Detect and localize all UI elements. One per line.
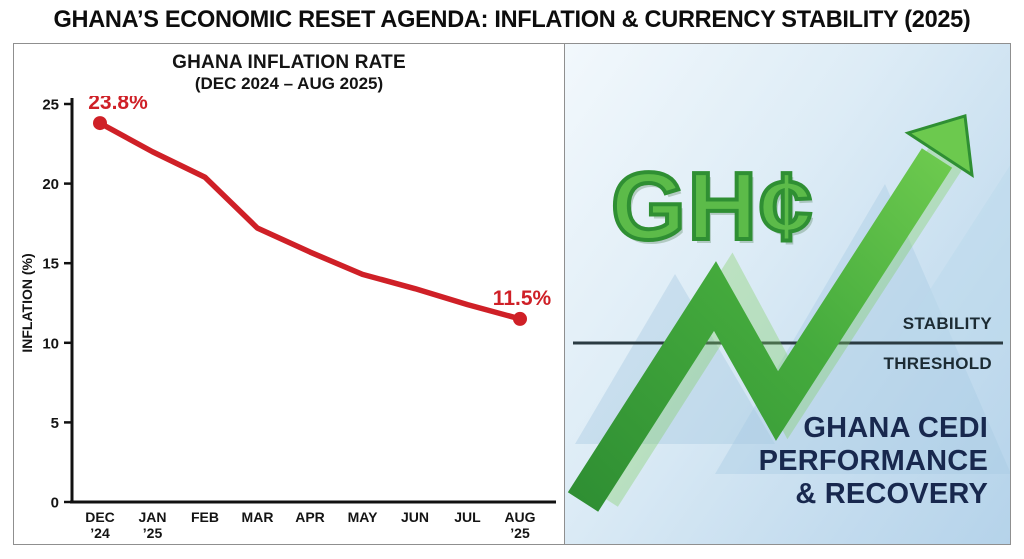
- stability-label-gap: [884, 334, 992, 354]
- x-tick-label: APR: [295, 509, 325, 525]
- x-tick-label: JAN: [138, 509, 166, 525]
- x-tick-label: DEC: [85, 509, 115, 525]
- y-tick-label: 5: [51, 415, 59, 432]
- x-tick-label: MAY: [348, 509, 378, 525]
- stability-threshold-label: STABILITY THRESHOLD: [884, 314, 992, 374]
- data-point-marker: [93, 116, 107, 131]
- y-tick-label: 20: [42, 176, 59, 193]
- ghana-cedi-symbol: GH¢: [609, 151, 815, 262]
- inflation-chart-panel: GHANA INFLATION RATE (DEC 2024 – AUG 202…: [14, 44, 565, 544]
- y-tick-label: 15: [42, 256, 59, 273]
- x-tick-label: MAR: [242, 509, 274, 525]
- cedi-performance-panel: GH¢ STABILITY THRESHOLD GHANA CEDI PERFO…: [565, 44, 1010, 544]
- x-tick-label: FEB: [191, 509, 219, 525]
- inflation-line: [97, 120, 523, 322]
- y-axis-label: INFLATION (%): [19, 253, 35, 352]
- cedi-caption-line2: PERFORMANCE: [758, 445, 988, 477]
- y-tick-label: 25: [42, 97, 59, 114]
- data-point-marker: [513, 311, 527, 326]
- chart-subtitle: (DEC 2024 – AUG 2025): [194, 74, 384, 93]
- cedi-caption-line1: GHANA CEDI: [803, 412, 988, 444]
- x-tick-label: ’24: [90, 525, 110, 541]
- growth-arrow-shaft: [567, 148, 953, 512]
- y-tick-label: 10: [42, 335, 59, 352]
- cedi-growth-graphic: [567, 114, 1010, 512]
- x-tick-label: AUG: [504, 509, 535, 525]
- data-point-label: 23.8%: [88, 96, 148, 114]
- stability-label-line1: STABILITY: [902, 314, 992, 333]
- x-tick-label: JUN: [401, 509, 429, 525]
- growth-arrow-head: [904, 114, 974, 179]
- y-tick-label: 0: [51, 495, 59, 512]
- page-title: GHANA’S ECONOMIC RESET AGENDA: INFLATION…: [53, 6, 971, 33]
- stability-label-line2: THRESHOLD: [883, 354, 992, 373]
- chart-title: GHANA INFLATION RATE: [172, 52, 406, 73]
- infographic-panels: GHANA INFLATION RATE (DEC 2024 – AUG 202…: [13, 43, 1011, 545]
- x-tick-label: JUL: [454, 509, 481, 525]
- x-tick-label: ’25: [510, 525, 530, 541]
- cedi-caption: GHANA CEDI PERFORMANCE & RECOVERY: [759, 412, 988, 511]
- cedi-caption-line3: & RECOVERY: [795, 478, 988, 510]
- data-point-label: 11.5%: [493, 287, 552, 310]
- x-tick-label: ’25: [143, 525, 163, 541]
- mountain-shape-corner: [895, 165, 1010, 344]
